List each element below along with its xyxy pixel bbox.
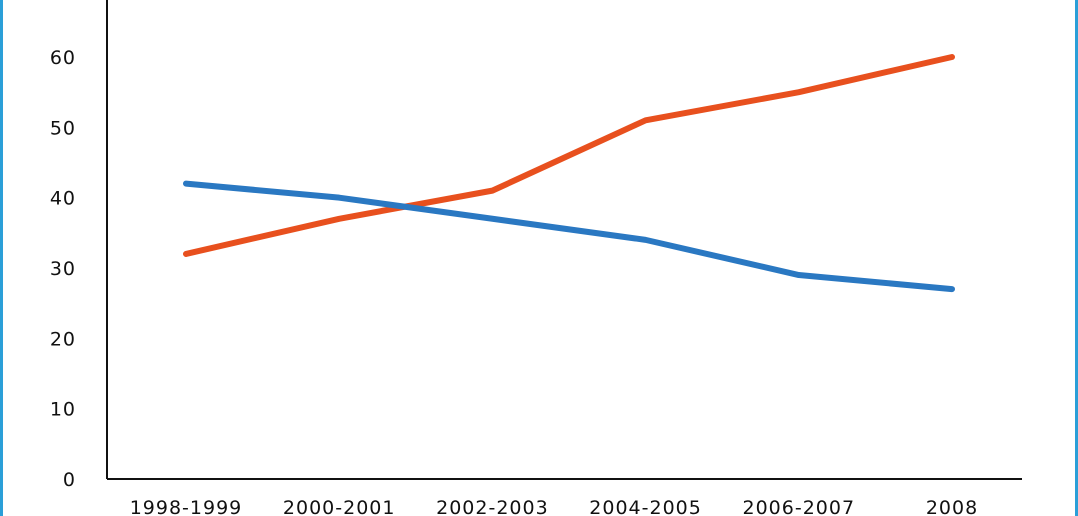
series-line-1 bbox=[183, 54, 955, 257]
y-tick-label: 60 bbox=[50, 47, 76, 69]
series-line-2 bbox=[183, 180, 955, 293]
y-tick-label: 0 bbox=[63, 469, 76, 491]
y-tick-label: 40 bbox=[50, 188, 76, 210]
x-tick-label: 1998-1999 bbox=[130, 497, 243, 516]
y-tick-label: 20 bbox=[50, 328, 76, 350]
series-layer bbox=[183, 54, 955, 293]
y-tick-label: 50 bbox=[50, 117, 76, 139]
y-axis-ticks: 0 10 20 30 40 50 60 bbox=[50, 47, 76, 491]
y-tick-label: 30 bbox=[50, 258, 76, 280]
x-tick-label: 2004-2005 bbox=[589, 497, 702, 516]
x-tick-label: 2008 bbox=[926, 497, 978, 516]
x-tick-label: 2006-2007 bbox=[743, 497, 856, 516]
x-axis-ticks: 1998-1999 2000-2001 2002-2003 2004-2005 2006… bbox=[130, 497, 978, 516]
y-tick-label: 10 bbox=[50, 399, 76, 421]
x-tick-label: 2002-2003 bbox=[436, 497, 549, 516]
x-tick-label: 2000-2001 bbox=[283, 497, 396, 516]
